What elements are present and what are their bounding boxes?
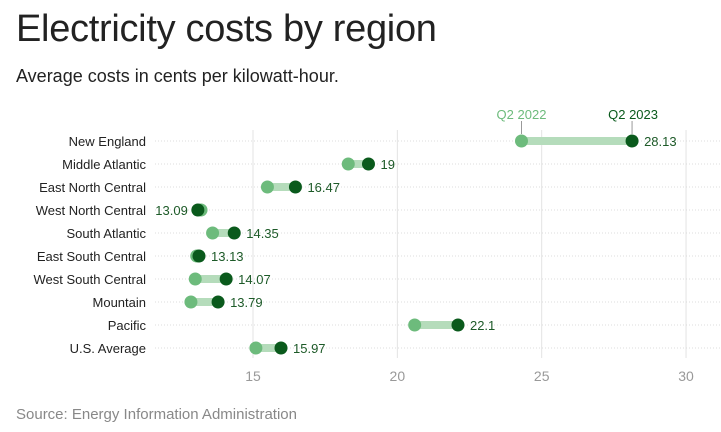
category-label: Pacific [108,318,147,333]
category-label: South Atlantic [67,226,147,241]
source-note: Source: Energy Information Administratio… [16,406,297,423]
legend-q2-2023: Q2 2023 [608,107,658,122]
x-tick-label: 15 [245,368,261,384]
point-q2-2022 [188,272,202,286]
data-label: 14.07 [238,272,271,287]
category-label: East South Central [37,249,146,264]
data-label: 28.13 [644,134,677,149]
point-q2-2022 [514,134,528,148]
x-tick-label: 20 [390,368,406,384]
point-q2-2022 [408,318,422,332]
point-q2-2023 [625,134,639,148]
point-q2-2022 [184,295,198,309]
x-tick-label: 30 [678,368,694,384]
point-q2-2023 [451,318,465,332]
category-label: West North Central [36,203,146,218]
chart-subtitle: Average costs in cents per kilowatt-hour… [16,66,339,86]
data-label: 16.47 [307,180,340,195]
category-label: West South Central [34,272,147,287]
category-label: Middle Atlantic [62,157,146,172]
point-q2-2023 [288,180,302,194]
legend-q2-2022: Q2 2022 [497,107,547,122]
point-q2-2022 [341,157,355,171]
data-label: 13.13 [211,249,244,264]
point-q2-2023 [227,226,241,240]
category-label: U.S. Average [70,341,146,356]
data-label: 14.35 [246,226,279,241]
data-label: 15.97 [293,341,326,356]
chart-title: Electricity costs by region [16,8,437,50]
point-q2-2022 [249,341,263,355]
point-q2-2022 [260,180,274,194]
point-q2-2023 [361,157,375,171]
data-label: 13.79 [230,295,263,310]
point-q2-2023 [211,295,225,309]
point-q2-2023 [191,203,205,217]
data-label: 13.09 [155,203,188,218]
x-tick-label: 25 [534,368,550,384]
point-q2-2022 [206,226,220,240]
data-label: 22.1 [470,318,495,333]
point-q2-2023 [219,272,233,286]
point-q2-2023 [274,341,288,355]
category-label: Mountain [93,295,146,310]
point-q2-2023 [192,249,206,263]
category-label: New England [69,134,146,149]
category-label: East North Central [39,180,146,195]
data-label: 19 [380,157,394,172]
